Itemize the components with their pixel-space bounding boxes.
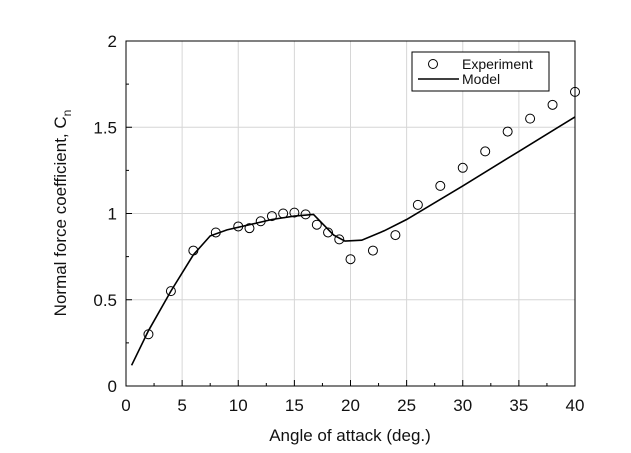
experiment-point: [323, 227, 334, 238]
y-axis-title-subscript: n: [60, 110, 74, 117]
x-axis-title: Angle of attack (deg.): [269, 426, 431, 445]
y-tick-label: 1.5: [93, 118, 117, 137]
experiment-point: [165, 286, 176, 297]
x-tick-label: 30: [453, 396, 472, 415]
legend: Experiment Model: [411, 51, 550, 92]
experiment-point: [367, 245, 378, 256]
experiment-point: [266, 211, 277, 222]
legend-box: [411, 51, 550, 92]
experiment-point: [311, 219, 322, 230]
legend-model-label: Model: [462, 71, 500, 87]
y-tick-labels: 0 0.5 1 1.5 2: [93, 32, 117, 396]
experiment-point: [457, 162, 468, 173]
x-tick-label: 25: [397, 396, 416, 415]
experiment-point: [502, 126, 513, 137]
y-axis-title-main: Normal force coefficient, C: [51, 116, 70, 316]
experiment-point: [412, 199, 423, 210]
x-tick-label: 5: [177, 396, 186, 415]
x-tick-label: 40: [566, 396, 585, 415]
experiment-point: [210, 227, 221, 238]
experiment-point: [345, 254, 356, 265]
x-tick-label: 0: [121, 396, 130, 415]
model-series: [130, 116, 576, 366]
experiment-point: [233, 221, 244, 232]
legend-experiment-label: Experiment: [462, 56, 533, 72]
experiment-point: [525, 113, 536, 124]
y-tick-label: 0: [108, 377, 117, 396]
y-tick-label: 0.5: [93, 291, 117, 310]
experiment-point: [390, 230, 401, 241]
experiment-point: [278, 208, 289, 219]
y-axis-title: Normal force coefficient, Cn: [51, 110, 74, 317]
experiment-point: [334, 234, 345, 245]
grid: [126, 41, 575, 386]
axis-ticks: [125, 40, 576, 387]
experiment-series: [143, 86, 580, 340]
y-tick-label: 1: [108, 205, 117, 224]
experiment-point: [188, 245, 199, 256]
x-tick-label: 35: [509, 396, 528, 415]
experiment-point: [289, 207, 300, 218]
legend-experiment-marker: [428, 59, 438, 69]
experiment-point: [480, 146, 491, 157]
experiment-point: [300, 209, 311, 220]
model-line: [130, 116, 576, 366]
y-tick-label: 2: [108, 32, 117, 51]
experiment-point: [244, 223, 255, 234]
experiment-point: [547, 99, 558, 110]
experiment-point: [435, 180, 446, 191]
x-tick-label: 15: [285, 396, 304, 415]
experiment-point: [255, 216, 266, 227]
experiment-point: [143, 329, 154, 340]
x-tick-labels: 0 5 10 15 20 25 30 35 40: [121, 396, 584, 415]
x-tick-label: 20: [341, 396, 360, 415]
x-tick-label: 10: [229, 396, 248, 415]
